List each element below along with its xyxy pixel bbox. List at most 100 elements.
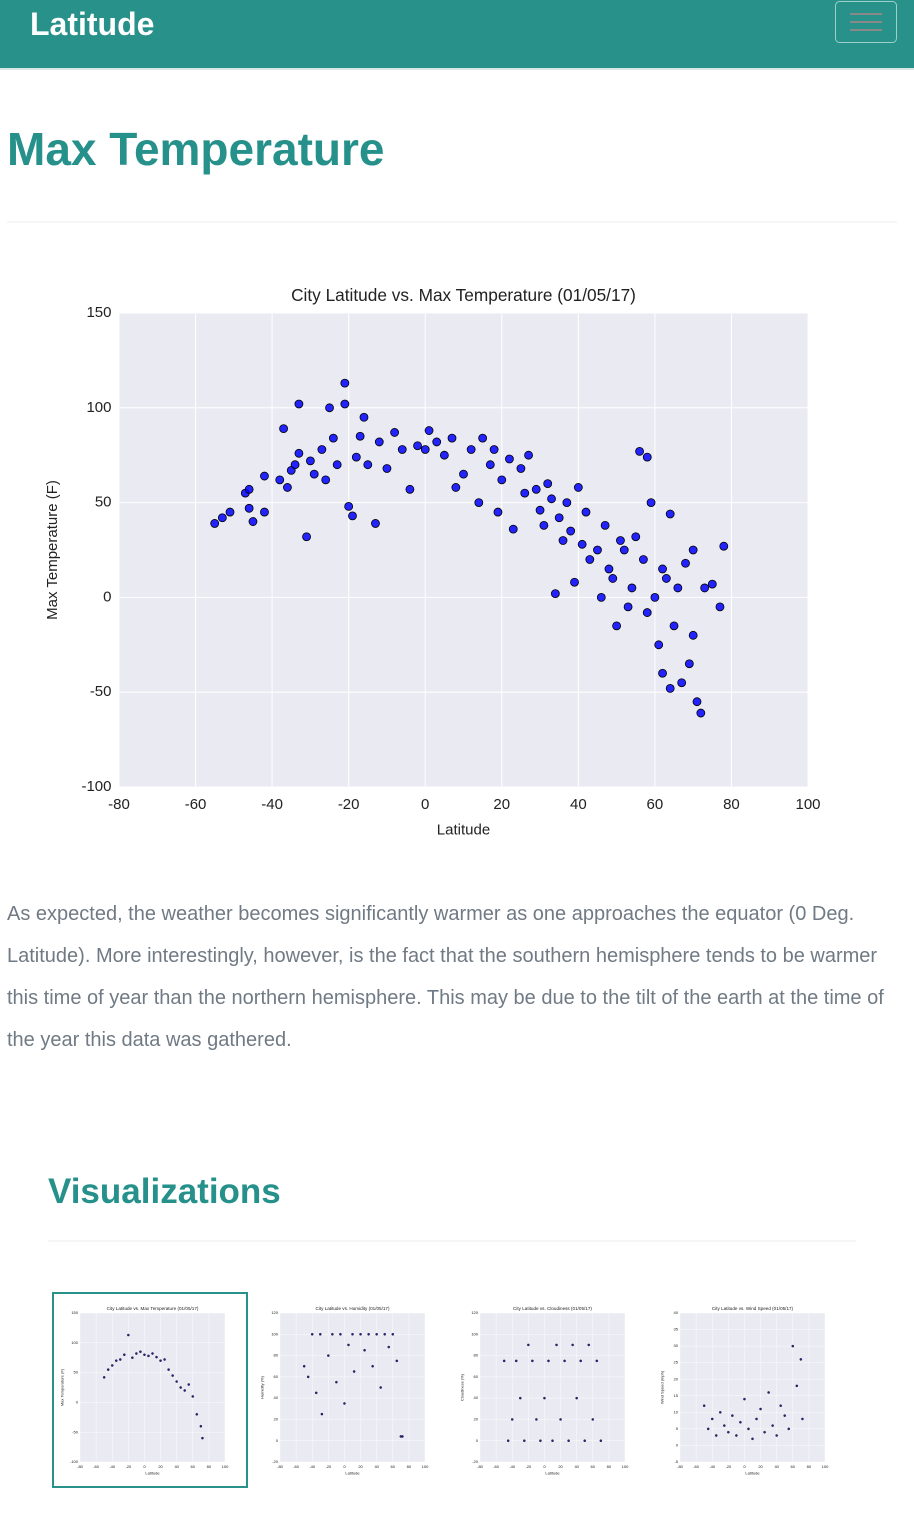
x-tick-label: 40 [174, 1464, 179, 1469]
x-tick-label: 40 [374, 1464, 379, 1469]
data-point [379, 1386, 382, 1389]
data-point [639, 555, 648, 564]
data-point [555, 1343, 558, 1347]
x-tick-label: 100 [222, 1464, 229, 1469]
data-point [646, 498, 656, 508]
data-point [127, 1333, 130, 1337]
data-point [751, 1437, 754, 1441]
data-point [502, 1359, 506, 1363]
data-point [551, 1439, 554, 1442]
data-point [290, 460, 300, 470]
x-axis-label: Latitude [437, 821, 490, 838]
data-point [348, 511, 357, 521]
data-point [325, 403, 334, 413]
y-tick-label: 120 [471, 1310, 478, 1315]
data-point [665, 509, 675, 519]
thumbnail[interactable]: -80 -60 -40 -20 0 20 40 60 80 100 -20 0 20 40 60 80 100 1… [259, 1306, 429, 1476]
data-point [217, 513, 227, 523]
data-point [244, 503, 254, 513]
x-tick-label: 40 [570, 796, 587, 813]
data-point [321, 475, 331, 485]
data-point [642, 452, 652, 462]
data-point [658, 668, 667, 678]
data-point [688, 545, 698, 555]
x-tick-label: 0 [143, 1464, 146, 1469]
data-point [519, 1396, 522, 1400]
data-point [439, 450, 449, 460]
y-tick-label: 40 [274, 1395, 279, 1400]
data-point [727, 1430, 730, 1434]
data-point [317, 445, 327, 454]
data-point [131, 1356, 134, 1359]
x-tick-label: 100 [422, 1464, 429, 1469]
data-point [387, 1345, 391, 1349]
x-tick-label: -40 [261, 796, 283, 813]
data-point [539, 1439, 542, 1442]
data-point [585, 555, 595, 564]
thumbnail[interactable]: -80 -60 -40 -20 0 20 40 60 80 100 -20 0 20 40 60 80 100 1… [459, 1306, 629, 1476]
x-tick-label: -40 [309, 1464, 316, 1469]
data-point [363, 1348, 366, 1352]
data-point [559, 1418, 562, 1421]
y-tick-label: 30 [674, 1343, 679, 1348]
y-tick-label: 0 [76, 1399, 79, 1404]
data-point [279, 424, 288, 434]
x-tick-label: -80 [677, 1464, 684, 1469]
data-point [577, 539, 587, 549]
x-tick-label: -80 [108, 796, 130, 813]
data-point [260, 507, 269, 517]
plot-background [80, 1313, 225, 1462]
data-point [447, 433, 457, 443]
y-tick-label: -50 [90, 683, 112, 700]
data-point [489, 445, 499, 454]
navbar-brand[interactable]: Latitude [30, 6, 155, 42]
data-point [199, 1424, 203, 1428]
x-tick-label: 20 [358, 1464, 363, 1469]
y-tick-label: -100 [70, 1459, 79, 1464]
y-tick-label: 35 [674, 1327, 679, 1332]
data-point [139, 1350, 142, 1354]
data-point [493, 507, 503, 517]
data-point [497, 475, 507, 485]
chart-title: City Latitude vs. Cloudiness (01/05/17) [513, 1306, 592, 1311]
data-point [195, 1413, 199, 1416]
data-point [343, 1402, 346, 1405]
data-point [143, 1353, 146, 1356]
y-tick-label: 15 [674, 1393, 679, 1398]
menu-button[interactable] [835, 1, 897, 43]
data-point [714, 1434, 718, 1437]
data-point [110, 1364, 114, 1367]
main-chart: -80 -60 -40 -20 0 20 40 60 80 100 -100 -50 0 50 100 150… [44, 285, 821, 838]
data-point [171, 1374, 174, 1377]
data-point [581, 507, 591, 517]
y-tick-label: 100 [71, 1340, 78, 1345]
chart-title: City Latitude vs. Max Temperature (01/05… [107, 1306, 199, 1311]
thumbnail[interactable]: -80 -60 -40 -20 0 20 40 60 80 100 -100 -50 0 50 100 150… [59, 1306, 229, 1476]
data-point [395, 1359, 399, 1363]
data-point [106, 1368, 110, 1371]
data-point [474, 498, 484, 508]
data-point [191, 1395, 195, 1398]
y-tick-label: -50 [72, 1429, 79, 1434]
data-point [514, 1359, 518, 1363]
data-point [351, 1333, 354, 1336]
data-point [363, 460, 373, 470]
thumbnail[interactable]: -80 -60 -40 -20 0 20 40 60 80 100 -5 0 5 10 15 20 25 30 35… [659, 1306, 829, 1476]
data-point [719, 541, 729, 551]
x-tick-label: 60 [647, 796, 664, 813]
data-point [743, 1397, 746, 1401]
data-point [359, 1333, 362, 1336]
data-point [535, 1418, 538, 1421]
y-tick-label: 0 [103, 588, 111, 605]
x-axis-label: Latitude [545, 1471, 560, 1476]
y-tick-label: 40 [474, 1395, 479, 1400]
x-tick-label: 80 [723, 796, 740, 813]
data-point [374, 437, 384, 447]
data-point [367, 1333, 370, 1336]
y-tick-label: 100 [471, 1331, 478, 1336]
data-point [706, 1427, 710, 1431]
x-tick-label: -40 [509, 1464, 516, 1469]
data-point [573, 483, 583, 492]
data-point [432, 437, 442, 447]
